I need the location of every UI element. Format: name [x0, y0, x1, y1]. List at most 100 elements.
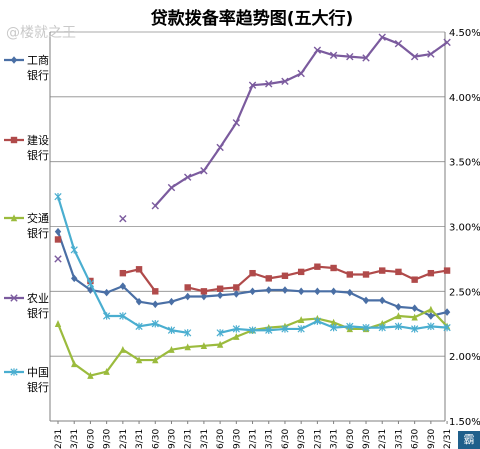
- data-point: [216, 340, 224, 348]
- data-point: [443, 38, 451, 47]
- data-point: [297, 287, 305, 296]
- y-tick-label: 4.00%: [449, 93, 480, 104]
- data-point: [249, 269, 256, 277]
- data-point: [411, 304, 418, 312]
- data-point-stroke: [10, 294, 18, 302]
- data-point: [152, 356, 159, 364]
- data-point: [314, 263, 321, 270]
- data-point: [379, 296, 386, 305]
- series-layer: [54, 33, 451, 379]
- x-tick-label: 2/31: [184, 429, 194, 449]
- x-tick-label: 2/31: [249, 429, 259, 449]
- data-point: [297, 268, 305, 276]
- data-point-stroke: [427, 50, 435, 58]
- data-point: [281, 286, 289, 294]
- data-point-stroke: [394, 39, 403, 48]
- y-tick-label: 3.00%: [449, 223, 480, 234]
- data-point: [216, 329, 224, 337]
- data-point-stroke: [378, 33, 386, 41]
- data-point: [379, 267, 386, 274]
- legend-label: 银行: [27, 226, 49, 240]
- data-point: [281, 272, 289, 279]
- data-point: [411, 313, 418, 321]
- data-point: [216, 143, 224, 152]
- data-point: [378, 323, 386, 332]
- data-point: [184, 292, 191, 301]
- data-point: [443, 323, 451, 332]
- data-point: [200, 292, 208, 301]
- data-point-stroke: [443, 38, 451, 47]
- series-line: [122, 268, 157, 292]
- data-point: [167, 326, 176, 334]
- x-tick-label: 6/30: [216, 429, 226, 449]
- data-point: [330, 264, 337, 272]
- series-line: [154, 36, 448, 207]
- data-point: [168, 297, 175, 306]
- data-point: [281, 77, 289, 85]
- data-point: [346, 288, 354, 297]
- data-point-stroke: [200, 167, 208, 175]
- data-point: [362, 296, 370, 305]
- data-point: [297, 316, 305, 324]
- legend-label: 农业: [27, 291, 49, 305]
- data-point: [297, 325, 305, 333]
- data-point: [362, 54, 370, 62]
- data-point: [330, 318, 337, 326]
- data-point: [265, 80, 273, 88]
- data-point: [119, 312, 127, 320]
- data-point: [297, 69, 305, 78]
- x-tick-label: 9/30: [103, 429, 113, 449]
- data-point: [119, 269, 127, 277]
- data-point: [410, 52, 419, 61]
- data-point: [135, 266, 143, 273]
- data-point: [200, 342, 208, 349]
- x-tick-label: 3/31: [70, 429, 80, 449]
- x-tick-label: 6/30: [346, 429, 356, 449]
- data-point-stroke: [329, 51, 338, 60]
- data-point: [233, 284, 240, 291]
- x-tick-label: 3/31: [135, 429, 145, 449]
- series-2: [54, 236, 451, 295]
- data-point-stroke: [281, 77, 289, 85]
- x-tick-label: 9/30: [167, 429, 177, 449]
- data-point: [87, 371, 94, 379]
- data-point-stroke: [313, 46, 322, 54]
- x-tick-label: 3/31: [265, 429, 275, 449]
- data-point: [329, 51, 338, 60]
- data-point: [71, 360, 78, 368]
- data-point: [71, 274, 78, 283]
- data-point: [265, 286, 272, 294]
- data-point: [54, 255, 62, 263]
- data-point: [184, 343, 191, 351]
- x-tick-label: 6/30: [86, 429, 96, 449]
- data-point: [135, 356, 143, 364]
- data-point: [329, 323, 338, 332]
- data-point: [54, 227, 62, 236]
- data-point-stroke: [54, 255, 62, 263]
- data-point: [151, 202, 159, 210]
- data-point-stroke: [119, 215, 127, 223]
- data-point: [248, 81, 257, 89]
- legend-label: 银行: [27, 380, 49, 394]
- x-tick-label: 2/31: [54, 429, 64, 449]
- series-1: [54, 227, 451, 320]
- data-point: [86, 279, 95, 288]
- x-tick-label: 2/31: [313, 429, 323, 449]
- data-point-stroke: [216, 143, 224, 152]
- data-point: [411, 276, 418, 283]
- x-tick-label: 2/31: [443, 429, 453, 449]
- data-point: [346, 271, 354, 278]
- data-point: [248, 326, 257, 334]
- data-point-stroke: [362, 54, 370, 62]
- data-point-stroke: [265, 80, 273, 88]
- data-point: [395, 312, 402, 320]
- data-point: [378, 33, 386, 41]
- data-point: [70, 246, 78, 254]
- data-point: [200, 288, 208, 295]
- data-point: [427, 305, 435, 313]
